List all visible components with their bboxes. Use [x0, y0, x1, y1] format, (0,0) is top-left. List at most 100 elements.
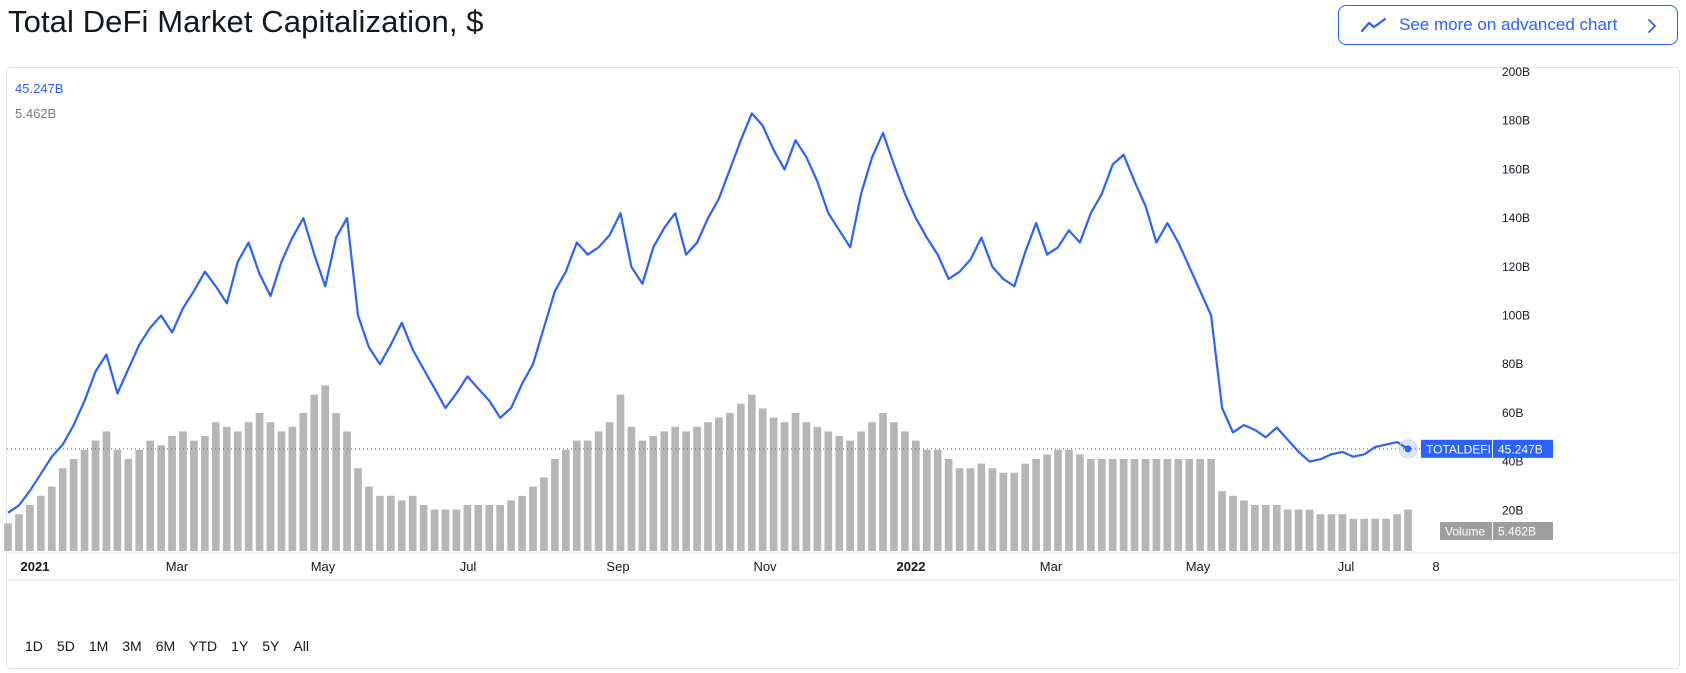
x-tick-label: 2021 [21, 559, 50, 574]
volume-bar [58, 468, 67, 551]
x-tick-label: May [311, 559, 336, 574]
volume-bar [4, 523, 12, 551]
volume-bar [616, 394, 625, 551]
volume-bar [747, 394, 756, 551]
volume-bar [660, 431, 669, 551]
volume-bar [376, 495, 384, 551]
volume-bar [1327, 514, 1336, 551]
volume-bar [91, 440, 100, 551]
volume-bar [135, 449, 144, 551]
volume-bar [201, 436, 209, 551]
volume-bar [310, 394, 319, 551]
volume-bar [890, 422, 898, 551]
volume-bar [726, 413, 734, 551]
volume-bar [901, 431, 909, 551]
volume-badge-label-bg [1440, 522, 1492, 540]
volume-bar [999, 472, 1008, 551]
volume-bar [1261, 505, 1270, 551]
range-button-1m[interactable]: 1M [88, 638, 109, 654]
range-button-3m[interactable]: 3M [122, 638, 142, 654]
volume-bar [354, 468, 362, 551]
x-tick-label: May [1186, 559, 1211, 574]
volume-bar [824, 431, 833, 551]
range-button-all[interactable]: All [293, 638, 309, 654]
x-tick-label: Jul [1338, 559, 1355, 574]
volume-bar [441, 509, 450, 551]
volume-bar [113, 449, 122, 551]
volume-bar [299, 413, 308, 551]
volume-bar [1141, 459, 1150, 551]
volume-bar [1065, 449, 1073, 551]
volume-bar [463, 505, 472, 551]
volume-bar [977, 463, 986, 551]
volume-bar [736, 403, 745, 551]
volume-bar [1371, 518, 1380, 551]
volume-bar [255, 413, 264, 551]
advanced-chart-button[interactable]: See more on advanced chart [1338, 5, 1678, 45]
volume-bar [1130, 459, 1139, 551]
volume-bar [649, 436, 658, 551]
x-tick-label: Nov [753, 559, 777, 574]
range-button-5y[interactable]: 5Y [262, 638, 280, 654]
volume-badge-value-bg [1493, 522, 1553, 540]
volume-badge-value: 5.462B [1498, 525, 1536, 539]
volume-bar [627, 426, 636, 551]
volume-bar [452, 509, 461, 551]
volume-badge-label: Volume [1445, 525, 1485, 539]
page-title: Total DeFi Market Capitalization, $ [8, 4, 484, 39]
price-line [7, 112, 1409, 514]
volume-bar [1283, 509, 1292, 551]
range-button-1d[interactable]: 1D [25, 638, 43, 654]
range-button-5d[interactable]: 5D [56, 638, 75, 654]
volume-bar [1185, 459, 1194, 551]
volume-bar [1240, 500, 1248, 551]
range-button-ytd[interactable]: YTD [189, 638, 218, 654]
volume-bar [955, 468, 964, 551]
volume-bar [561, 449, 570, 551]
volume-bar [419, 505, 428, 551]
range-button-1y[interactable]: 1Y [231, 638, 249, 654]
y-tick-label: 120B [1502, 260, 1530, 274]
volume-bar [102, 431, 111, 551]
volume-bar [1163, 459, 1172, 551]
volume-bar [1305, 509, 1314, 551]
volume-bar [911, 440, 920, 551]
volume-bar [1207, 459, 1215, 551]
y-tick-label: 200B [1502, 65, 1530, 79]
volume-bar [26, 505, 34, 551]
volume-bar [1174, 459, 1183, 551]
volume-bar [1360, 518, 1369, 551]
volume-bar [365, 486, 373, 551]
volume-bar [211, 422, 220, 551]
volume-bar [693, 426, 701, 551]
volume-bar [1076, 454, 1084, 551]
volume-bar [572, 440, 581, 551]
volume-bar [168, 436, 176, 551]
volume-bar [179, 431, 187, 551]
trend-line-icon [1361, 17, 1387, 33]
range-button-6m[interactable]: 6M [155, 638, 176, 654]
advanced-chart-label: See more on advanced chart [1399, 15, 1618, 34]
y-tick-label: 100B [1502, 309, 1530, 323]
volume-bar [879, 413, 887, 551]
volume-bar [474, 505, 483, 551]
volume-bar [704, 422, 712, 551]
volume-bar [1119, 459, 1128, 551]
range-selector: 1D 5D 1M 3M 6M YTD 1Y 5Y All [18, 636, 316, 656]
volume-bar [1010, 472, 1019, 551]
chart-frame [6, 67, 1680, 669]
volume-bar [157, 445, 165, 551]
volume-bar [1382, 518, 1390, 551]
volume-bar [846, 440, 855, 551]
volume-bar [1316, 514, 1325, 551]
volume-bar [1294, 509, 1303, 551]
x-tick-label: 8 [1432, 559, 1439, 574]
volume-bar [47, 486, 56, 551]
volume-bar [507, 500, 515, 551]
volume-bar [343, 431, 351, 551]
volume-bar [266, 422, 275, 551]
volume-bar [1404, 509, 1412, 551]
x-tick-label: Mar [1040, 559, 1063, 574]
volume-bar [1054, 449, 1062, 551]
